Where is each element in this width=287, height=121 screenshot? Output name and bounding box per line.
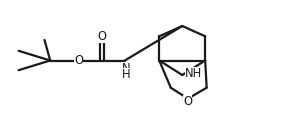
Text: H: H <box>122 68 131 81</box>
Text: O: O <box>183 95 193 108</box>
Text: O: O <box>97 30 106 43</box>
Text: N: N <box>122 62 131 75</box>
Text: NH: NH <box>185 67 202 80</box>
Text: O: O <box>74 54 84 67</box>
